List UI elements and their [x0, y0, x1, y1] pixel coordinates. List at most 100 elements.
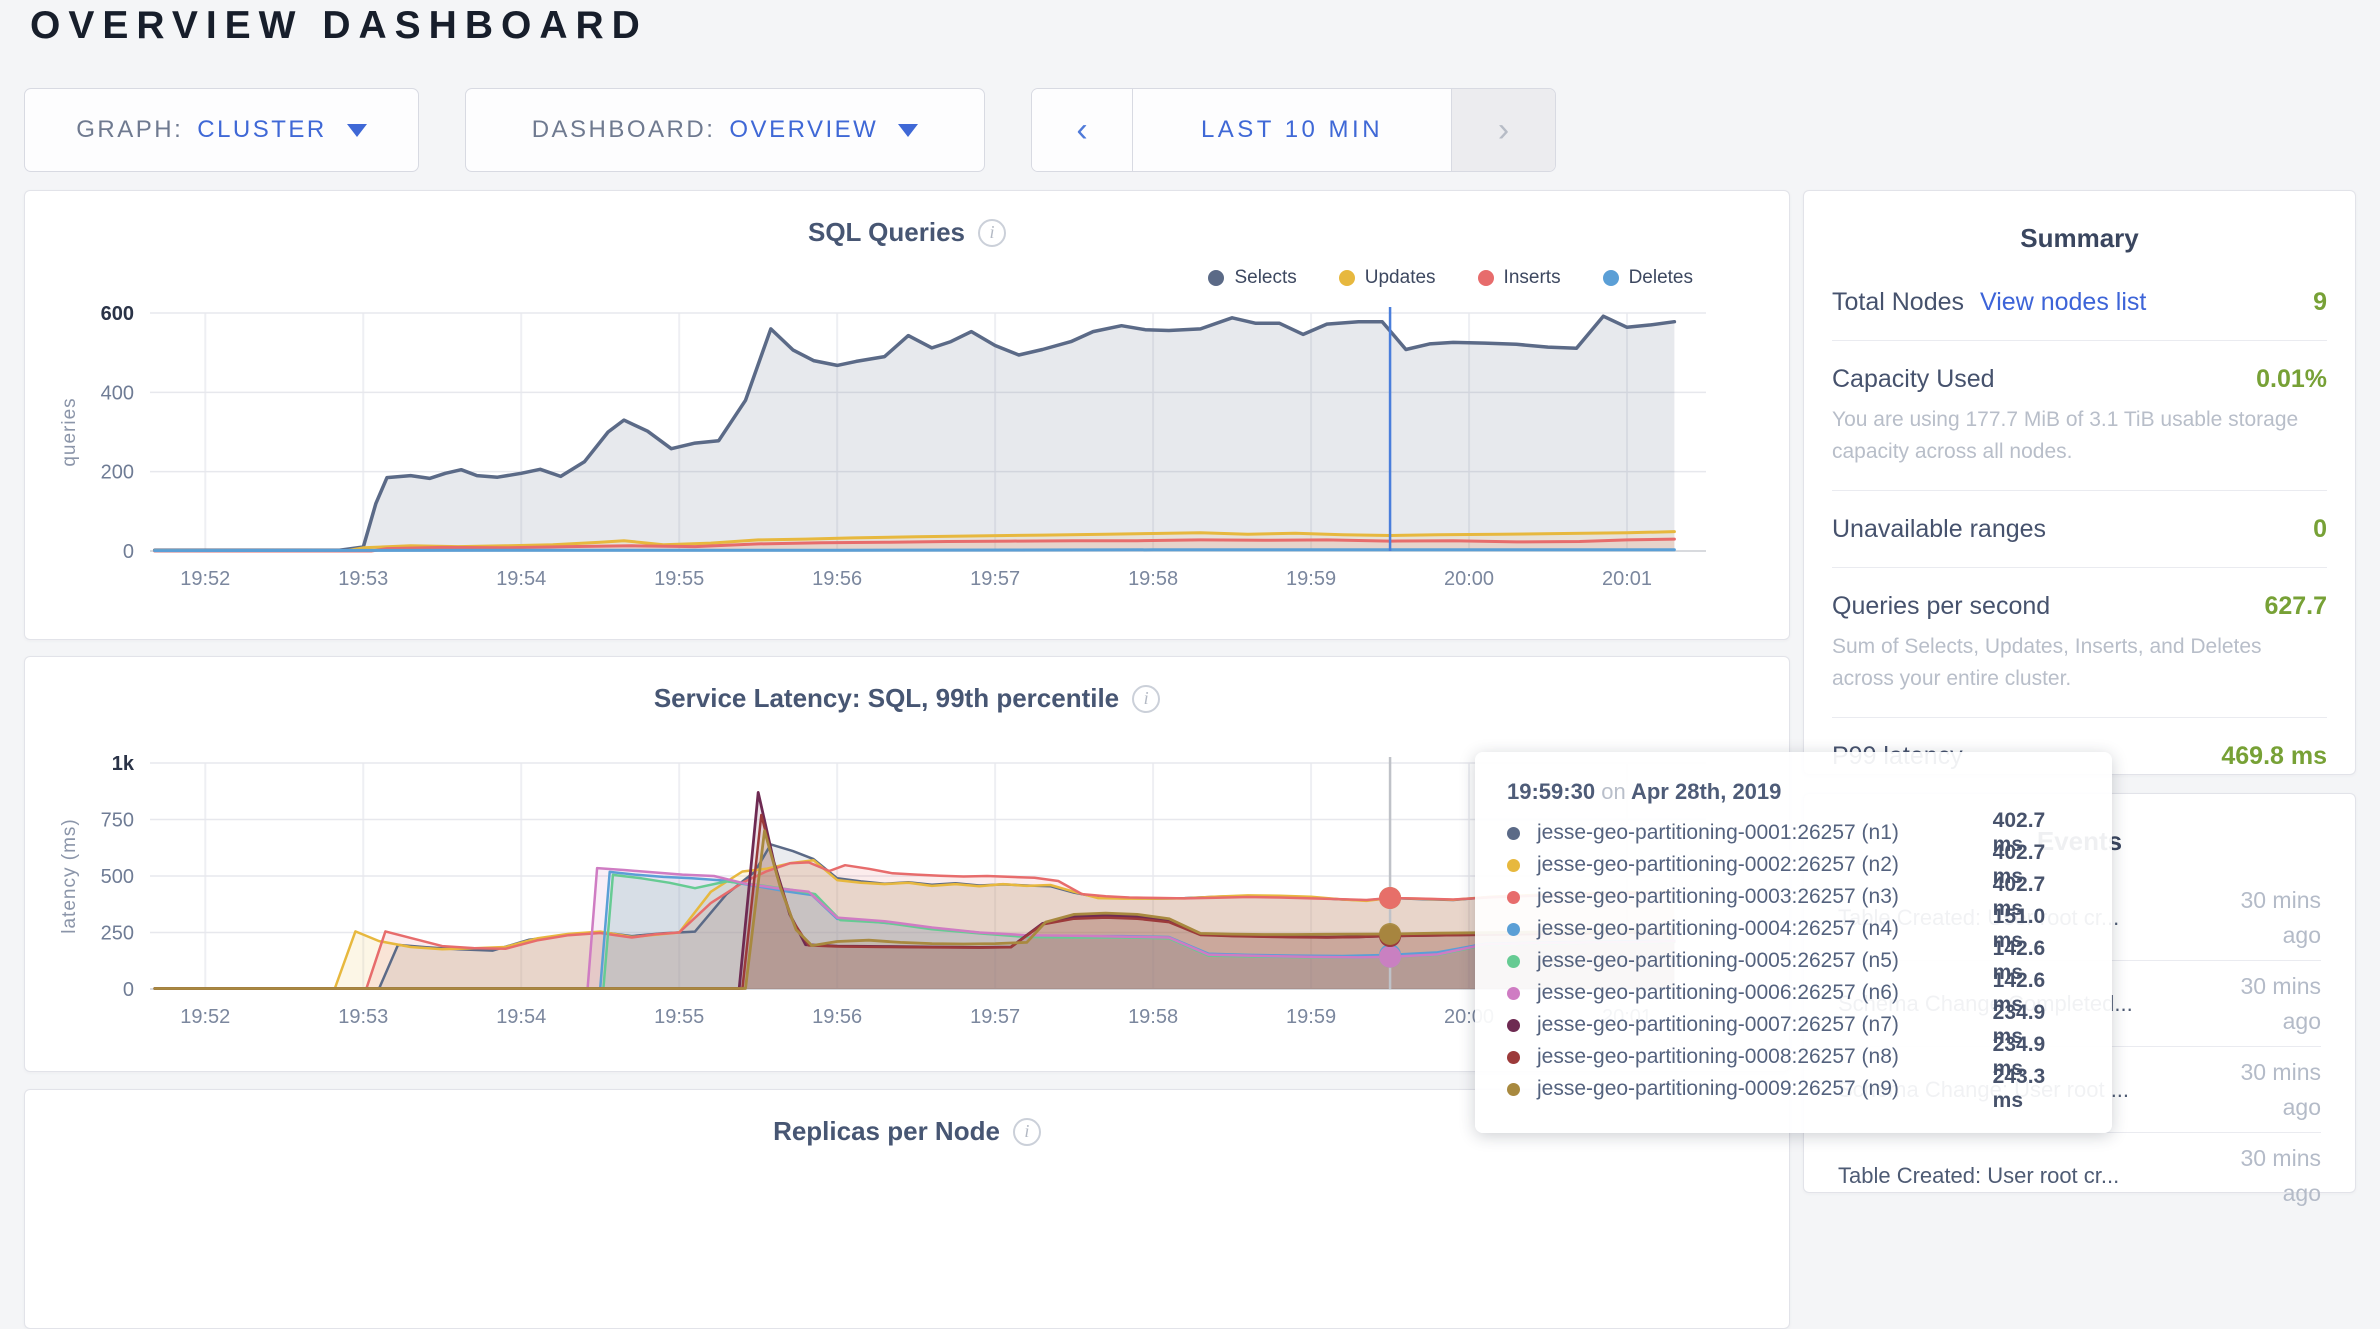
tooltip-node-value: 234.9 ms [1992, 1001, 2046, 1048]
tooltip-node-name: jesse-geo-partitioning-0003:26257 (n3) [1537, 885, 1899, 908]
series-dot [1507, 1082, 1520, 1096]
tooltip-node-name: jesse-geo-partitioning-0009:26257 (n9) [1537, 1077, 1899, 1100]
svg-text:19:59: 19:59 [1286, 1006, 1336, 1028]
tooltip-row: jesse-geo-partitioning-0009:26257 (n9) 24… [1507, 1065, 2080, 1112]
svg-text:19:55: 19:55 [654, 1006, 704, 1028]
legend-dot [1477, 270, 1494, 286]
summary-row-unavailable-ranges: Unavailable ranges 0 [1832, 491, 2327, 568]
tooltip-row: jesse-geo-partitioning-0005:26257 (n5) 14… [1507, 937, 2080, 984]
dashboard-dropdown-label: DASHBOARD: [531, 116, 716, 143]
svg-text:19:53: 19:53 [338, 568, 388, 590]
capacity-used-value: 0.01% [2256, 365, 2327, 393]
chevron-down-icon [898, 123, 919, 137]
graph-dropdown-label: GRAPH: [76, 116, 184, 143]
summary-panel: Summary Total Nodes View nodes list 9 Ca… [1803, 190, 2356, 775]
tooltip-node-value: 142.6 ms [1992, 969, 2046, 1016]
total-nodes-label: Total Nodes [1832, 288, 1965, 316]
total-nodes-value: 9 [2313, 288, 2327, 316]
info-icon[interactable]: i [1012, 1117, 1041, 1146]
info-icon[interactable]: i [978, 218, 1007, 247]
svg-text:0: 0 [123, 541, 134, 563]
svg-text:400: 400 [101, 382, 134, 404]
series-dot [1507, 890, 1520, 904]
svg-text:19:57: 19:57 [970, 1006, 1020, 1028]
legend-label: Deletes [1628, 267, 1693, 288]
tooltip-timestamp: 19:59:30 on Apr 28th, 2019 [1507, 779, 1782, 804]
svg-text:19:58: 19:58 [1128, 1006, 1178, 1028]
event-time: 30 mins ago [2240, 1145, 2321, 1206]
dashboard-controls: GRAPH: CLUSTER DASHBOARD: OVERVIEW ‹ LAS… [24, 88, 1556, 172]
svg-text:1k: 1k [112, 753, 135, 775]
svg-text:20:00: 20:00 [1444, 568, 1494, 590]
series-dot [1507, 1018, 1520, 1032]
legend-item-inserts[interactable]: Inserts [1477, 267, 1561, 289]
legend-item-updates[interactable]: Updates [1338, 267, 1436, 289]
svg-text:250: 250 [101, 923, 134, 945]
svg-text:19:56: 19:56 [812, 568, 862, 590]
tooltip-row: jesse-geo-partitioning-0002:26257 (n2) 40… [1507, 841, 2080, 888]
series-dot [1507, 1050, 1520, 1064]
legend-dot [1602, 270, 1619, 286]
event-time: 30 mins ago [2240, 1059, 2321, 1120]
unavailable-ranges-label: Unavailable ranges [1832, 515, 2047, 543]
dashboard-dropdown[interactable]: DASHBOARD: OVERVIEW [465, 88, 985, 172]
info-icon[interactable]: i [1132, 684, 1161, 713]
svg-text:500: 500 [101, 866, 134, 888]
capacity-used-subtext: You are using 177.7 MiB of 3.1 TiB usabl… [1832, 408, 2299, 463]
series-dot [1507, 954, 1520, 968]
graph-dropdown[interactable]: GRAPH: CLUSTER [24, 88, 419, 172]
service-latency-title: Service Latency: SQL, 99th percentile [653, 683, 1120, 713]
dashboard-dropdown-value: OVERVIEW [729, 116, 879, 143]
tooltip-node-name: jesse-geo-partitioning-0004:26257 (n4) [1537, 917, 1899, 940]
time-next-button[interactable]: › [1451, 89, 1555, 171]
tooltip-row: jesse-geo-partitioning-0006:26257 (n6) 14… [1507, 969, 2080, 1016]
event-text: Table Created: User root cr... [1838, 1162, 2120, 1188]
svg-text:19:58: 19:58 [1128, 568, 1178, 590]
tooltip-node-value: 402.7 ms [1992, 809, 2046, 856]
chevron-down-icon [346, 123, 367, 137]
graph-dropdown-value: CLUSTER [197, 116, 327, 143]
series-dot [1507, 986, 1520, 1000]
sql-chart-legend: Selects Updates Inserts Deletes [1208, 267, 1693, 289]
svg-text:19:54: 19:54 [496, 1006, 546, 1028]
event-time: 30 mins ago [2240, 973, 2321, 1034]
queries-per-second-label: Queries per second [1832, 592, 2051, 620]
tooltip-node-name: jesse-geo-partitioning-0007:26257 (n7) [1537, 1013, 1899, 1036]
svg-text:750: 750 [101, 810, 134, 832]
sql-queries-title: SQL Queries [807, 217, 966, 247]
legend-dot [1208, 270, 1225, 286]
service-latency-chart[interactable]: 19:52 19:53 19:54 19:55 19:56 19:57 19:58 19:59… [49, 721, 1767, 1051]
hover-tooltip: 19:59:30 on Apr 28th, 2019 jesse-geo-par… [1475, 752, 2112, 1133]
sql-queries-chart[interactable]: 19:52 19:53 19:54 19:55 19:56 19:57 19:58 19:59… [49, 291, 1767, 621]
legend-label: Updates [1364, 267, 1436, 288]
time-prev-button[interactable]: ‹ [1032, 89, 1133, 171]
legend-label: Selects [1234, 267, 1297, 288]
svg-text:200: 200 [101, 462, 134, 484]
summary-row-total-nodes: Total Nodes View nodes list 9 [1832, 264, 2327, 341]
tooltip-node-value: 402.7 ms [1992, 841, 2046, 888]
tooltip-node-name: jesse-geo-partitioning-0005:26257 (n5) [1537, 949, 1899, 972]
summary-title: Summary [2020, 223, 2139, 253]
svg-text:latency (ms): latency (ms) [59, 818, 80, 933]
queries-per-second-value: 627.7 [2264, 592, 2327, 620]
svg-text:600: 600 [101, 303, 134, 325]
replicas-per-node-title: Replicas per Node [773, 1116, 1000, 1146]
legend-item-deletes[interactable]: Deletes [1602, 267, 1693, 289]
tooltip-node-name: jesse-geo-partitioning-0008:26257 (n8) [1537, 1045, 1899, 1068]
event-time: 30 mins ago [2240, 887, 2321, 948]
legend-dot [1338, 270, 1355, 286]
tooltip-row: jesse-geo-partitioning-0003:26257 (n3) 40… [1507, 873, 2080, 920]
tooltip-row: jesse-geo-partitioning-0004:26257 (n4) 15… [1507, 905, 2080, 952]
queries-per-second-subtext: Sum of Selects, Updates, Inserts, and De… [1832, 635, 2262, 690]
svg-text:19:55: 19:55 [654, 568, 704, 590]
tooltip-row: jesse-geo-partitioning-0001:26257 (n1) 40… [1507, 809, 2080, 856]
tooltip-node-value: 234.9 ms [1992, 1033, 2046, 1080]
svg-text:20:01: 20:01 [1602, 568, 1652, 590]
view-nodes-list-link[interactable]: View nodes list [1980, 288, 2147, 316]
legend-item-selects[interactable]: Selects [1208, 267, 1297, 289]
summary-row-qps: Queries per second 627.7 Sum of Selects,… [1832, 568, 2327, 718]
svg-text:19:52: 19:52 [180, 1006, 230, 1028]
time-range-button[interactable]: LAST 10 MIN [1200, 116, 1384, 143]
svg-text:19:53: 19:53 [338, 1006, 388, 1028]
